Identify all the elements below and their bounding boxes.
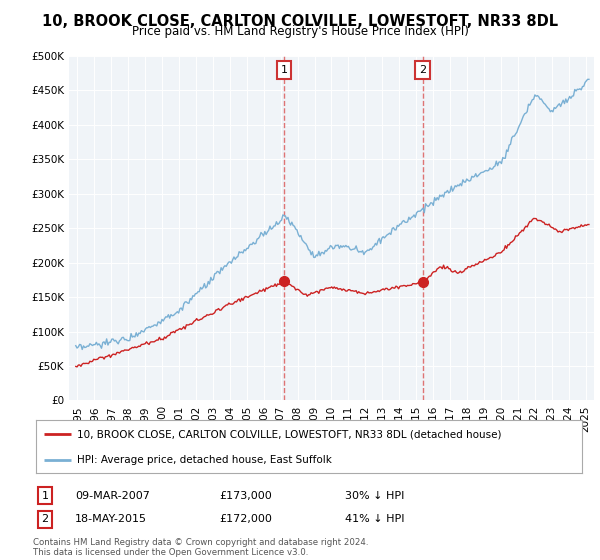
Text: Price paid vs. HM Land Registry's House Price Index (HPI): Price paid vs. HM Land Registry's House … bbox=[131, 25, 469, 38]
Text: 41% ↓ HPI: 41% ↓ HPI bbox=[345, 514, 404, 524]
Text: 2: 2 bbox=[419, 65, 426, 75]
Text: 2: 2 bbox=[41, 514, 49, 524]
Text: £172,000: £172,000 bbox=[219, 514, 272, 524]
Text: 10, BROOK CLOSE, CARLTON COLVILLE, LOWESTOFT, NR33 8DL (detached house): 10, BROOK CLOSE, CARLTON COLVILLE, LOWES… bbox=[77, 430, 502, 440]
Text: 18-MAY-2015: 18-MAY-2015 bbox=[75, 514, 147, 524]
Text: 10, BROOK CLOSE, CARLTON COLVILLE, LOWESTOFT, NR33 8DL: 10, BROOK CLOSE, CARLTON COLVILLE, LOWES… bbox=[42, 14, 558, 29]
Text: 09-MAR-2007: 09-MAR-2007 bbox=[75, 491, 150, 501]
Text: HPI: Average price, detached house, East Suffolk: HPI: Average price, detached house, East… bbox=[77, 455, 332, 465]
Text: Contains HM Land Registry data © Crown copyright and database right 2024.
This d: Contains HM Land Registry data © Crown c… bbox=[33, 538, 368, 557]
Text: 1: 1 bbox=[280, 65, 287, 75]
Text: 1: 1 bbox=[41, 491, 49, 501]
Text: £173,000: £173,000 bbox=[219, 491, 272, 501]
Text: 30% ↓ HPI: 30% ↓ HPI bbox=[345, 491, 404, 501]
